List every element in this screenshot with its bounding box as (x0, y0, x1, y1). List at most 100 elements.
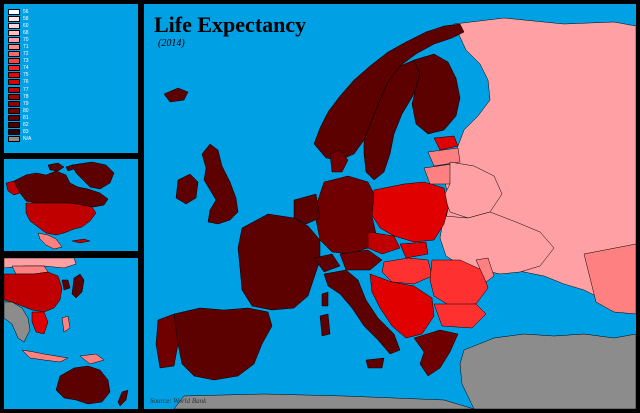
legend-item: 81 (8, 114, 31, 121)
legend-item: 83 (8, 129, 31, 136)
legend-item: 78 (8, 93, 31, 100)
region-southeast-asia (31, 311, 49, 335)
asia-oceania-map (4, 258, 129, 407)
legend-label: 73 (23, 58, 29, 65)
region-benelux (293, 193, 321, 225)
legend-swatch (8, 86, 20, 93)
legend-label: N/A (23, 136, 32, 143)
legend-swatch (8, 129, 20, 136)
region-papua (79, 353, 105, 365)
region-indonesia (21, 349, 69, 363)
region-greenland (71, 161, 115, 190)
legend-label: 80 (23, 107, 29, 114)
region-slovakia (399, 241, 429, 259)
legend-item: 74 (8, 65, 31, 72)
legend: 56 58 60 68 70 71 72 73 74 75 76 77 78 79 80 81 82 83 N/A (8, 8, 31, 143)
region-austria (339, 249, 383, 271)
legend-swatch (8, 44, 20, 51)
region-sicily (365, 357, 385, 369)
asia-oceania-inset (2, 256, 140, 411)
legend-label: 72 (23, 51, 29, 58)
region-portugal (155, 313, 179, 369)
europe-map-panel: Life Expectancy (2014) Source: World Ban… (142, 2, 638, 411)
legend-swatch (8, 51, 20, 58)
legend-item: 77 (8, 86, 31, 93)
region-greece (413, 329, 459, 377)
legend-label: 81 (23, 114, 29, 121)
region-korea (61, 279, 71, 291)
legend-label: 68 (23, 29, 29, 36)
legend-swatch (8, 107, 20, 114)
region-north-africa (173, 393, 475, 409)
legend-item: 56 (8, 8, 31, 15)
legend-label: 58 (23, 15, 29, 22)
region-mexico (37, 232, 63, 250)
legend-item: 79 (8, 100, 31, 107)
legend-item: 58 (8, 15, 31, 22)
region-italy (323, 269, 401, 355)
region-norway (313, 23, 465, 161)
legend-item: 73 (8, 58, 31, 65)
region-germany (315, 175, 377, 255)
region-corsica (321, 291, 329, 307)
legend-swatch (8, 22, 20, 29)
legend-label: 75 (23, 72, 29, 79)
region-ukraine (439, 211, 555, 275)
region-sweden (363, 59, 421, 181)
north-america-map (5, 161, 115, 250)
region-china (4, 271, 63, 313)
legend-label: 77 (23, 86, 29, 93)
legend-label: 70 (23, 36, 29, 43)
region-russia-east (4, 258, 77, 269)
legend-panel: 56 58 60 68 70 71 72 73 74 75 76 77 78 79 80 81 82 83 N/A (2, 2, 140, 155)
region-balkans (369, 273, 435, 339)
region-arctic-islands (47, 162, 75, 172)
legend-swatch (8, 136, 20, 143)
legend-swatch (8, 58, 20, 65)
region-uk (201, 143, 239, 225)
europe-map (155, 17, 636, 409)
region-czechia (367, 231, 401, 255)
legend-item: 80 (8, 107, 31, 114)
legend-item: 68 (8, 29, 31, 36)
north-america-inset (2, 157, 140, 253)
legend-label: 76 (23, 79, 29, 86)
region-iceland (163, 87, 189, 103)
legend-swatch (8, 114, 20, 121)
region-spain (171, 307, 273, 381)
legend-label: 56 (23, 8, 29, 15)
region-sardinia (319, 313, 331, 337)
region-cuba (71, 238, 91, 244)
legend-item: N/A (8, 136, 31, 143)
legend-item: 76 (8, 79, 31, 86)
region-japan (71, 273, 85, 299)
legend-item: 82 (8, 122, 31, 129)
region-bulgaria (433, 303, 487, 329)
legend-swatch (8, 29, 20, 36)
legend-swatch (8, 65, 20, 72)
legend-label: 71 (23, 44, 29, 51)
region-usa (25, 202, 97, 236)
legend-label: 74 (23, 65, 29, 72)
region-lithuania (423, 163, 453, 185)
map-title: Life Expectancy (154, 12, 307, 37)
legend-label: 60 (23, 22, 29, 29)
region-turkey (459, 333, 636, 409)
legend-label: 78 (23, 93, 29, 100)
legend-item: 71 (8, 43, 31, 51)
region-ireland (175, 173, 199, 205)
legend-swatch (8, 36, 20, 43)
legend-swatch (8, 8, 20, 15)
legend-swatch (8, 122, 20, 129)
region-philippines (61, 315, 71, 333)
region-france (237, 213, 321, 311)
region-switzerland (313, 253, 341, 273)
region-moldova (475, 257, 495, 283)
region-estonia (433, 135, 459, 151)
region-no-data-asia (4, 301, 31, 343)
region-hungary (381, 257, 433, 285)
legend-label: 79 (23, 100, 29, 107)
legend-item: 75 (8, 72, 31, 79)
map-source: Source: World Bank (150, 397, 207, 405)
legend-swatch (8, 15, 20, 22)
